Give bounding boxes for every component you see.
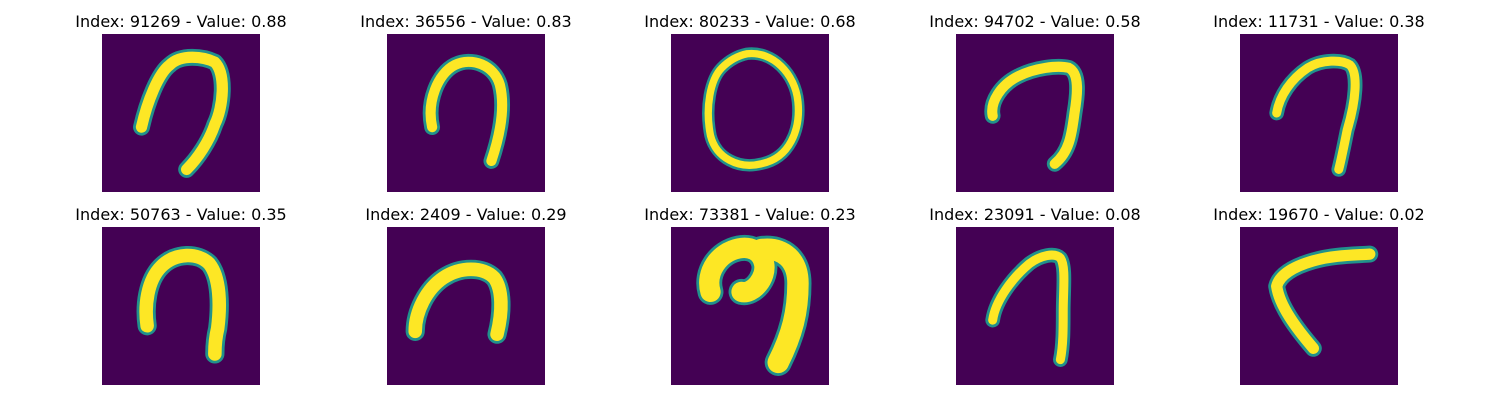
digit-image xyxy=(1240,227,1398,385)
digit-image xyxy=(387,34,545,192)
panel-title: Index: 23091 - Value: 0.08 xyxy=(929,205,1141,224)
digit-image xyxy=(956,34,1114,192)
panel-title: Index: 91269 - Value: 0.88 xyxy=(75,12,287,31)
digit-image xyxy=(956,227,1114,385)
panel-title: Index: 50763 - Value: 0.35 xyxy=(75,205,287,224)
digit-image xyxy=(102,227,260,385)
digit-image xyxy=(671,34,829,192)
panel-title: Index: 11731 - Value: 0.38 xyxy=(1213,12,1425,31)
panel-title: Index: 19670 - Value: 0.02 xyxy=(1213,205,1425,224)
panel-title: Index: 94702 - Value: 0.58 xyxy=(929,12,1141,31)
panel-title: Index: 2409 - Value: 0.29 xyxy=(365,205,567,224)
panel-title: Index: 73381 - Value: 0.23 xyxy=(644,205,856,224)
digit-image xyxy=(671,227,829,385)
digit-image xyxy=(387,227,545,385)
digit-image xyxy=(1240,34,1398,192)
digit-image xyxy=(102,34,260,192)
panel-title: Index: 80233 - Value: 0.68 xyxy=(644,12,856,31)
panel-title: Index: 36556 - Value: 0.83 xyxy=(360,12,572,31)
